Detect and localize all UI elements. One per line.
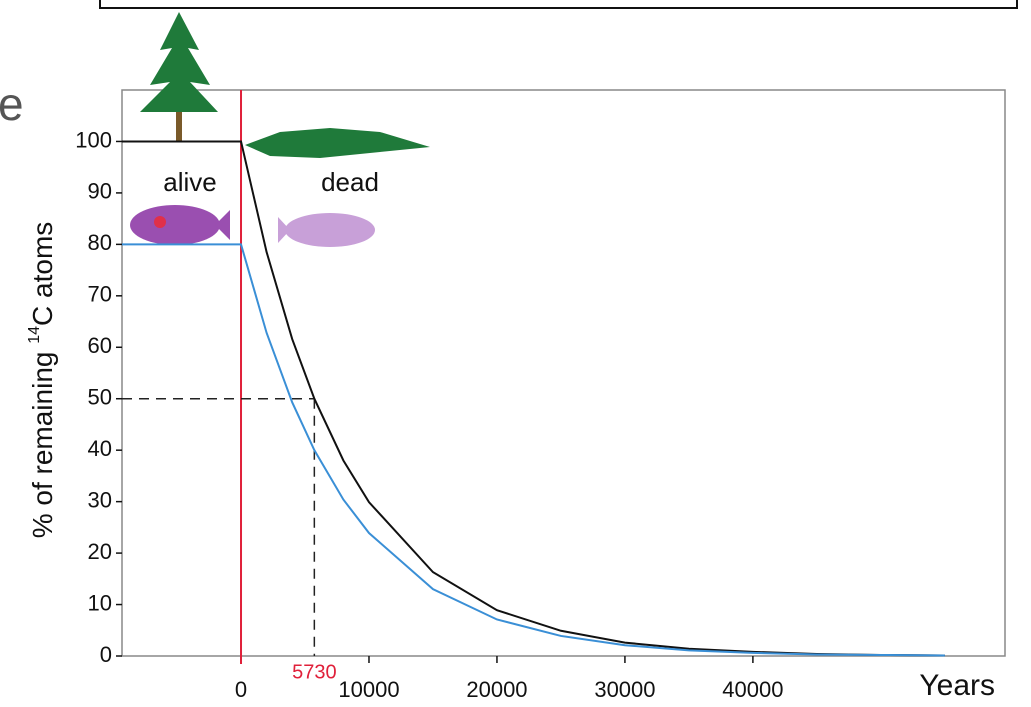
alive-label: alive: [163, 167, 216, 197]
dead-label: dead: [321, 167, 379, 197]
y-label-superscript: 14: [26, 326, 43, 344]
cut-text: e: [0, 78, 24, 130]
plot-frame: [121, 89, 1006, 657]
y-label-text: C atoms: [27, 222, 58, 326]
half-life-label: 5730: [292, 661, 337, 683]
y-tick-label: 10: [88, 590, 112, 615]
x-tick-label: 20000: [466, 677, 527, 702]
y-tick-label: 100: [75, 127, 112, 152]
x-axis-label: Years: [919, 669, 995, 702]
y-tick-label: 50: [88, 385, 112, 410]
y-tick-label: 90: [88, 179, 112, 204]
fish-icon: [130, 205, 230, 245]
x-tick-label: 10000: [338, 677, 399, 702]
y-tick-label: 0: [100, 642, 112, 667]
tree-icon: [140, 12, 218, 142]
y-tick-label: 70: [88, 282, 112, 307]
x-tick-label: 30000: [594, 677, 655, 702]
y-tick-label: 60: [88, 333, 112, 358]
x-tick-label: 0: [235, 677, 247, 702]
decay-curve: [122, 243, 945, 657]
fallen-tree-icon: [245, 128, 430, 158]
y-tick-label: 20: [88, 539, 112, 564]
top-box: [99, 0, 1018, 9]
y-tick-label: 30: [88, 487, 112, 512]
y-axis-label: % of remaining 14C atoms: [26, 222, 58, 539]
x-tick-label: 40000: [722, 677, 783, 702]
y-tick-label: 40: [88, 436, 112, 461]
y-label-text: % of remaining: [27, 344, 58, 539]
fish-icon-faded: [278, 213, 375, 247]
y-tick-label: 80: [88, 230, 112, 255]
